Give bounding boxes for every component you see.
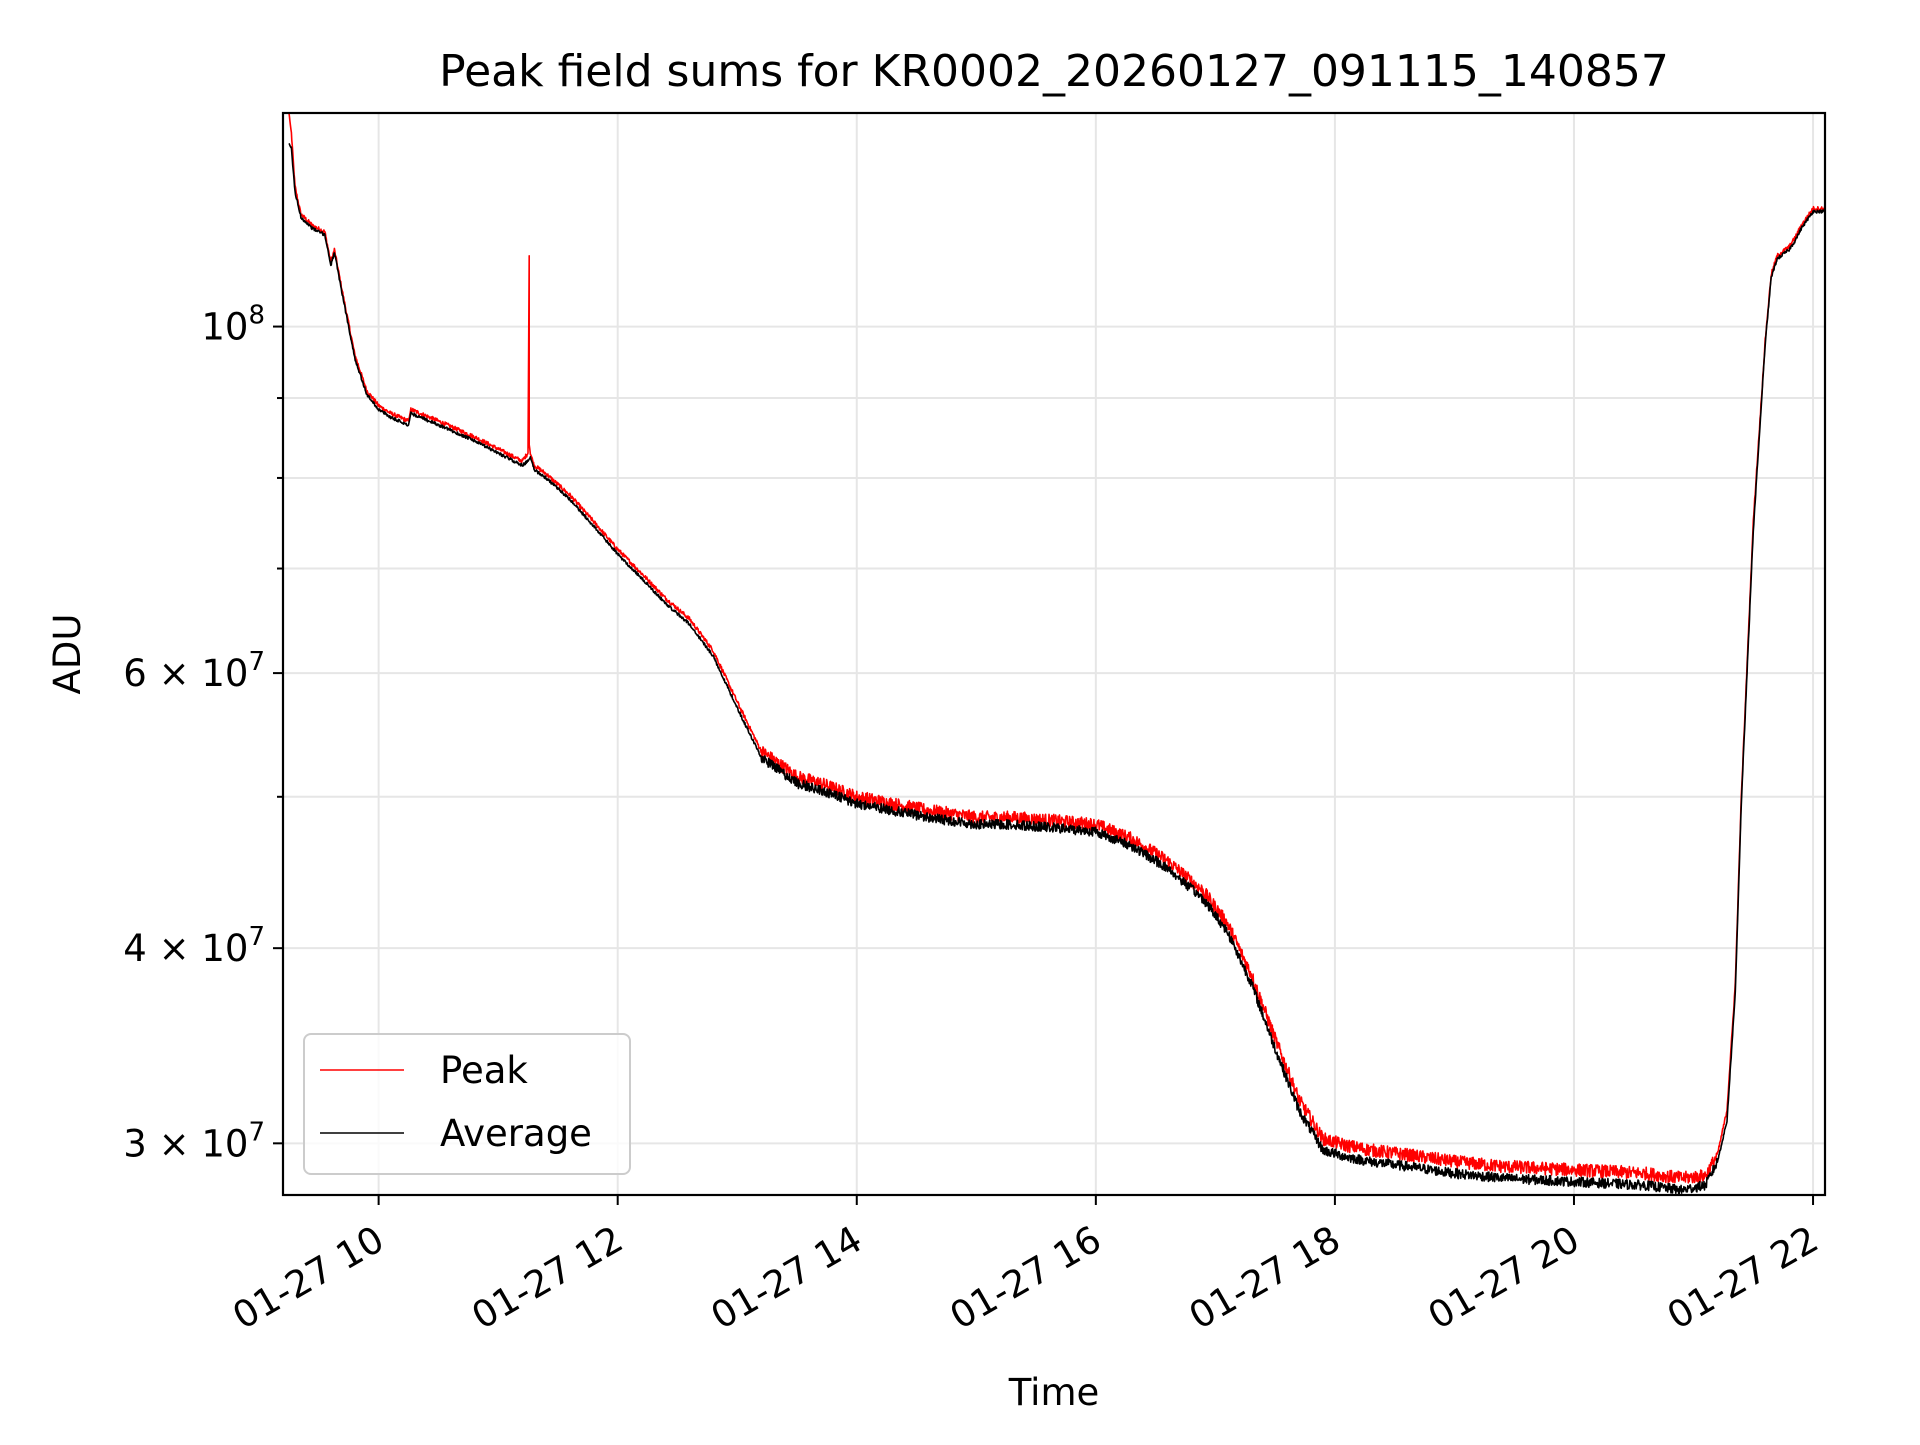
series-line-average bbox=[288, 143, 1825, 1195]
y-tick-label: 6 × 107 bbox=[123, 647, 265, 695]
grid-lines bbox=[283, 113, 1825, 1195]
y-tick-exponent: 8 bbox=[248, 301, 265, 331]
y-tick-label: 4 × 107 bbox=[123, 922, 265, 970]
x-axis-label: Time bbox=[1008, 1371, 1100, 1414]
y-tick-label: 108 bbox=[201, 301, 265, 349]
y-tick-times: × bbox=[147, 652, 202, 695]
y-tick-exponent: 7 bbox=[248, 647, 265, 677]
series-lines bbox=[288, 113, 1825, 1195]
y-tick-times: × bbox=[147, 927, 202, 970]
legend-frame bbox=[303, 1033, 631, 1175]
y-tick-base: 10 bbox=[201, 1122, 248, 1165]
y-tick-exponent: 7 bbox=[248, 1117, 265, 1147]
legend-label-average: Average bbox=[440, 1112, 592, 1155]
chart-title: Peak field sums for KR0002_20260127_0911… bbox=[439, 46, 1669, 97]
y-tick-times: × bbox=[147, 1122, 202, 1165]
y-axis-label: ADU bbox=[46, 614, 89, 695]
y-tick-mantissa: 3 bbox=[123, 1122, 147, 1165]
legend-label-peak: Peak bbox=[440, 1049, 528, 1092]
y-tick-base: 10 bbox=[201, 927, 248, 970]
plot-area-frame bbox=[281, 111, 1827, 1197]
y-tick-base: 10 bbox=[201, 306, 248, 349]
y-tick-label: 3 × 107 bbox=[123, 1117, 265, 1165]
y-tick-base: 10 bbox=[201, 652, 248, 695]
legend: Peak Average bbox=[303, 1033, 631, 1175]
y-tick-mantissa: 4 bbox=[123, 927, 147, 970]
series-line-peak bbox=[288, 113, 1825, 1184]
y-tick-exponent: 7 bbox=[248, 922, 265, 952]
y-tick-mantissa: 6 bbox=[123, 652, 147, 695]
